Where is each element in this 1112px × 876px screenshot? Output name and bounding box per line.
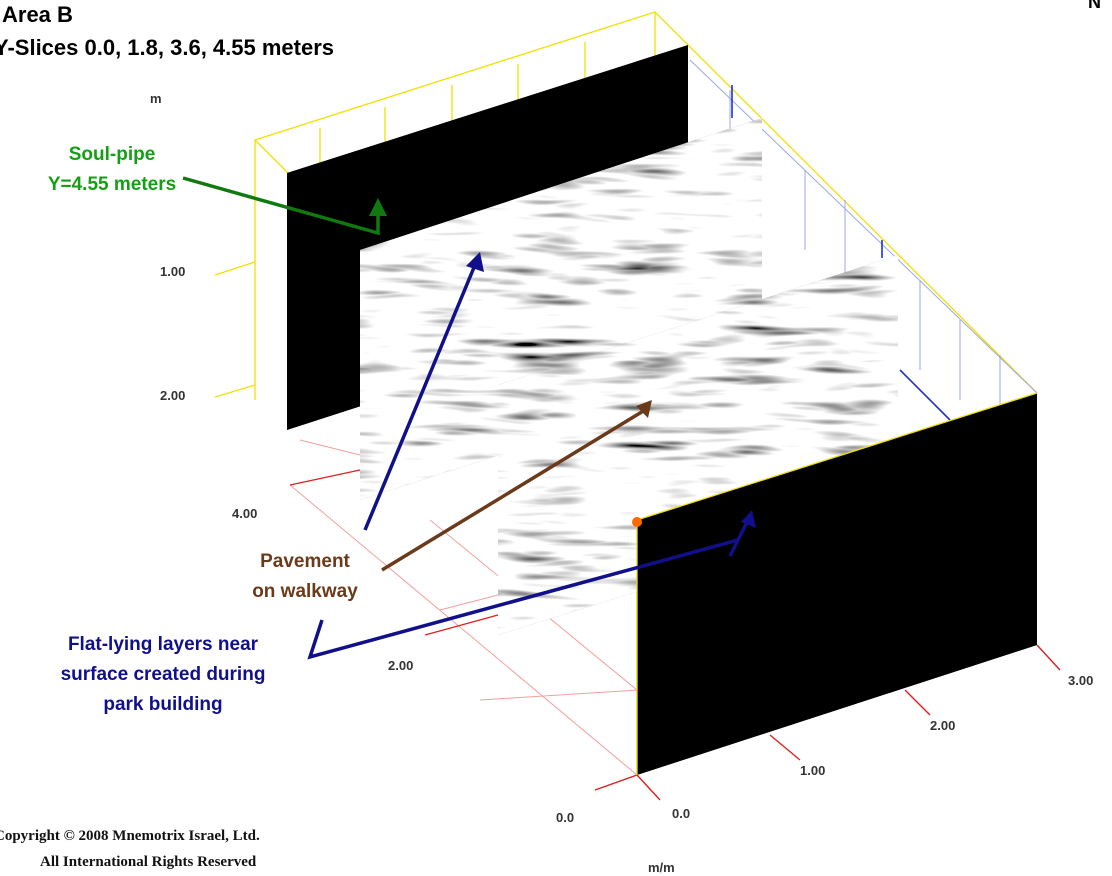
- annotation: park building: [103, 694, 222, 715]
- origin-dot: [632, 517, 642, 527]
- axis-label: 0.0: [672, 806, 690, 821]
- axis-label: 4.00: [232, 506, 257, 521]
- north: N: [1088, 0, 1101, 12]
- gpr-diagram: Area B Y-Slices 0.0, 1.8, 3.6, 4.55 mete…: [0, 0, 1112, 876]
- axis-label: 3.00: [1068, 673, 1093, 688]
- annotation: Pavement: [260, 551, 350, 572]
- annotation: on walkway: [252, 581, 358, 602]
- axis-unit: m/m: [648, 860, 675, 875]
- axis-label: 1.00: [160, 264, 185, 279]
- axis-label: 2.00: [160, 388, 185, 403]
- axis-unit: m: [150, 91, 162, 106]
- axis-label: 2.00: [388, 658, 413, 673]
- annotation: Flat-lying layers near: [68, 634, 259, 655]
- copyright: Copyright © 2008 Mnemotrix Israel, Ltd.: [0, 828, 260, 844]
- subtitle: Y-Slices 0.0, 1.8, 3.6, 4.55 meters: [0, 35, 334, 60]
- title: Area B: [2, 2, 73, 27]
- axis-label: 2.00: [930, 718, 955, 733]
- annotation: surface created during: [61, 664, 266, 685]
- axis-label: 0.0: [556, 810, 574, 825]
- copyright: All International Rights Reserved: [40, 854, 257, 870]
- axis-label: 1.00: [800, 763, 825, 778]
- annotation: Y=4.55 meters: [48, 174, 176, 195]
- annotation: Soul-pipe: [69, 144, 156, 165]
